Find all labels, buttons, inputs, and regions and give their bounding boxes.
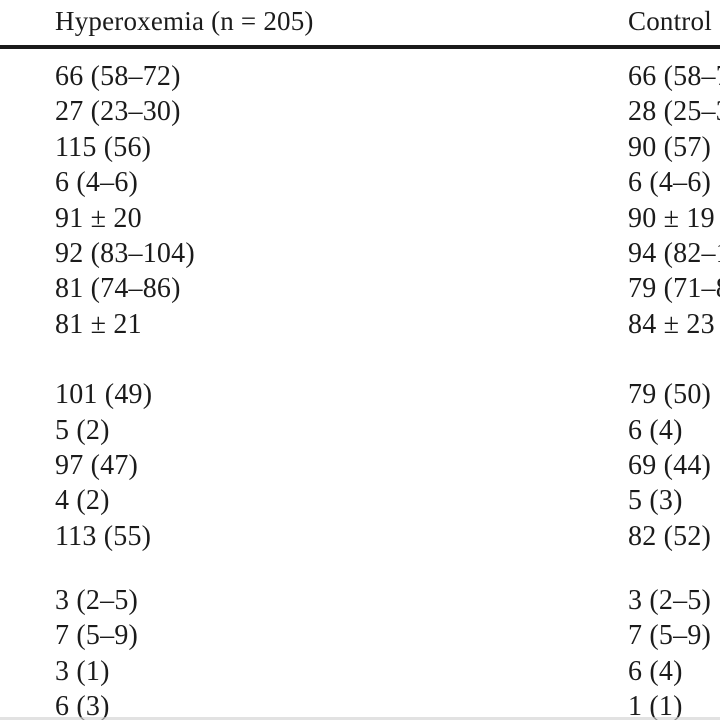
cell-control: 6 (4–6)	[628, 167, 712, 199]
table-row: 92 (83–104) 94 (82–1	[0, 236, 720, 271]
table-row: 81 ± 21 84 ± 23	[0, 307, 720, 342]
cell-hyperoxemia: 5 (2)	[55, 414, 110, 446]
cell-hyperoxemia: 3 (1)	[55, 655, 110, 687]
cell-control: 1 (1)	[628, 691, 683, 720]
column-header-hyperoxemia: Hyperoxemia (n = 205)	[55, 6, 314, 36]
cell-control: 3 (2–5)	[628, 585, 712, 617]
table-row: 91 ± 20 90 ± 19	[0, 201, 720, 236]
cell-control: 69 (44)	[628, 449, 712, 481]
cell-control: 7 (5–9)	[628, 620, 712, 652]
cell-hyperoxemia: 6 (3)	[55, 691, 110, 720]
column-header-control: Control	[628, 6, 712, 36]
cell-control: 90 (57)	[628, 131, 712, 163]
cell-hyperoxemia: 92 (83–104)	[55, 237, 195, 269]
table-row: 115 (56) 90 (57)	[0, 130, 720, 165]
cell-control: 79 (50)	[628, 379, 712, 411]
table-row: 3 (2–5) 3 (2–5)	[0, 583, 720, 618]
cell-control: 5 (3)	[628, 485, 683, 517]
cell-hyperoxemia: 3 (2–5)	[55, 585, 139, 617]
table-row: 5 (2) 6 (4)	[0, 413, 720, 448]
group-spacer	[0, 554, 720, 583]
table-row: 6 (3) 1 (1)	[0, 689, 720, 720]
cell-hyperoxemia: 91 ± 20	[55, 202, 142, 234]
cell-hyperoxemia: 81 ± 21	[55, 308, 142, 340]
bottom-rule	[0, 717, 720, 720]
cell-control: 79 (71–8	[628, 273, 720, 305]
table-body: 66 (58–72) 66 (58–7 27 (23–30) 28 (25–3 …	[0, 59, 720, 720]
cell-control: 28 (25–3	[628, 96, 720, 128]
cell-control: 94 (82–1	[628, 237, 720, 269]
cell-hyperoxemia: 66 (58–72)	[55, 61, 181, 92]
table-row: 66 (58–72) 66 (58–7	[0, 59, 720, 94]
cell-hyperoxemia: 81 (74–86)	[55, 273, 181, 305]
cell-hyperoxemia: 97 (47)	[55, 449, 139, 481]
cell-hyperoxemia: 7 (5–9)	[55, 620, 139, 652]
cell-control: 66 (58–7	[628, 61, 720, 92]
table-row: 101 (49) 79 (50)	[0, 377, 720, 412]
table-row: 3 (1) 6 (4)	[0, 654, 720, 689]
cell-control: 84 ± 23	[628, 308, 715, 340]
table-row: 113 (55) 82 (52)	[0, 519, 720, 554]
cell-hyperoxemia: 113 (55)	[55, 520, 152, 552]
table-row: 81 (74–86) 79 (71–8	[0, 271, 720, 306]
table-row: 6 (4–6) 6 (4–6)	[0, 165, 720, 200]
cell-hyperoxemia: 6 (4–6)	[55, 167, 139, 199]
group-spacer	[0, 342, 720, 377]
cell-control: 82 (52)	[628, 520, 712, 552]
cell-hyperoxemia: 27 (23–30)	[55, 96, 181, 128]
table-row: 97 (47) 69 (44)	[0, 448, 720, 483]
cell-control: 90 ± 19	[628, 202, 715, 234]
cell-hyperoxemia: 115 (56)	[55, 131, 152, 163]
cell-hyperoxemia: 101 (49)	[55, 379, 153, 411]
table-header-row: Hyperoxemia (n = 205) Control	[0, 4, 720, 44]
cell-hyperoxemia: 4 (2)	[55, 485, 110, 517]
table-row: 4 (2) 5 (3)	[0, 483, 720, 518]
cell-control: 6 (4)	[628, 414, 683, 446]
table-row: 7 (5–9) 7 (5–9)	[0, 618, 720, 653]
cell-control: 6 (4)	[628, 655, 683, 687]
table-row: 27 (23–30) 28 (25–3	[0, 94, 720, 129]
header-rule	[0, 45, 720, 49]
